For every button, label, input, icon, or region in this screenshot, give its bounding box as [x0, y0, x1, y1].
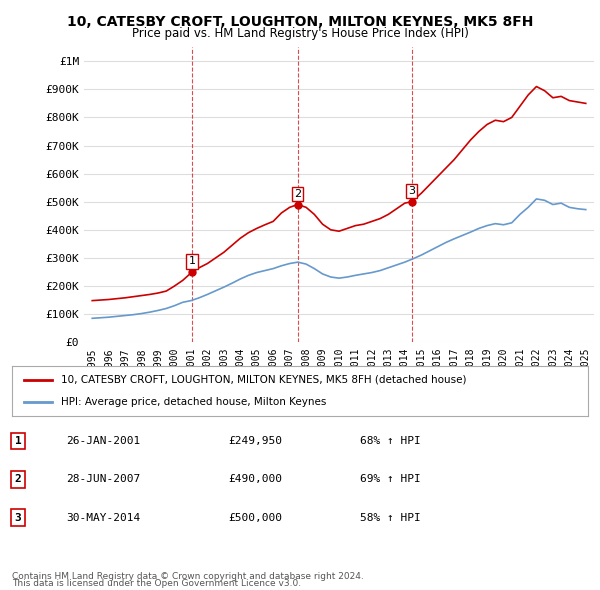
- Text: 58% ↑ HPI: 58% ↑ HPI: [360, 513, 421, 523]
- Text: Price paid vs. HM Land Registry's House Price Index (HPI): Price paid vs. HM Land Registry's House …: [131, 27, 469, 40]
- Text: 2: 2: [14, 474, 22, 484]
- Text: 28-JUN-2007: 28-JUN-2007: [66, 474, 140, 484]
- Text: 1: 1: [188, 257, 196, 266]
- Text: 1: 1: [14, 436, 22, 446]
- Text: £249,950: £249,950: [228, 436, 282, 446]
- Text: 2: 2: [294, 189, 301, 199]
- Text: 10, CATESBY CROFT, LOUGHTON, MILTON KEYNES, MK5 8FH: 10, CATESBY CROFT, LOUGHTON, MILTON KEYN…: [67, 15, 533, 29]
- Text: HPI: Average price, detached house, Milton Keynes: HPI: Average price, detached house, Milt…: [61, 397, 326, 407]
- Text: 68% ↑ HPI: 68% ↑ HPI: [360, 436, 421, 446]
- Text: 3: 3: [408, 186, 415, 196]
- Text: 3: 3: [14, 513, 22, 523]
- Text: £490,000: £490,000: [228, 474, 282, 484]
- Text: £500,000: £500,000: [228, 513, 282, 523]
- Text: 26-JAN-2001: 26-JAN-2001: [66, 436, 140, 446]
- Text: Contains HM Land Registry data © Crown copyright and database right 2024.: Contains HM Land Registry data © Crown c…: [12, 572, 364, 581]
- Text: 30-MAY-2014: 30-MAY-2014: [66, 513, 140, 523]
- Text: This data is licensed under the Open Government Licence v3.0.: This data is licensed under the Open Gov…: [12, 579, 301, 588]
- Text: 69% ↑ HPI: 69% ↑ HPI: [360, 474, 421, 484]
- Text: 10, CATESBY CROFT, LOUGHTON, MILTON KEYNES, MK5 8FH (detached house): 10, CATESBY CROFT, LOUGHTON, MILTON KEYN…: [61, 375, 466, 385]
